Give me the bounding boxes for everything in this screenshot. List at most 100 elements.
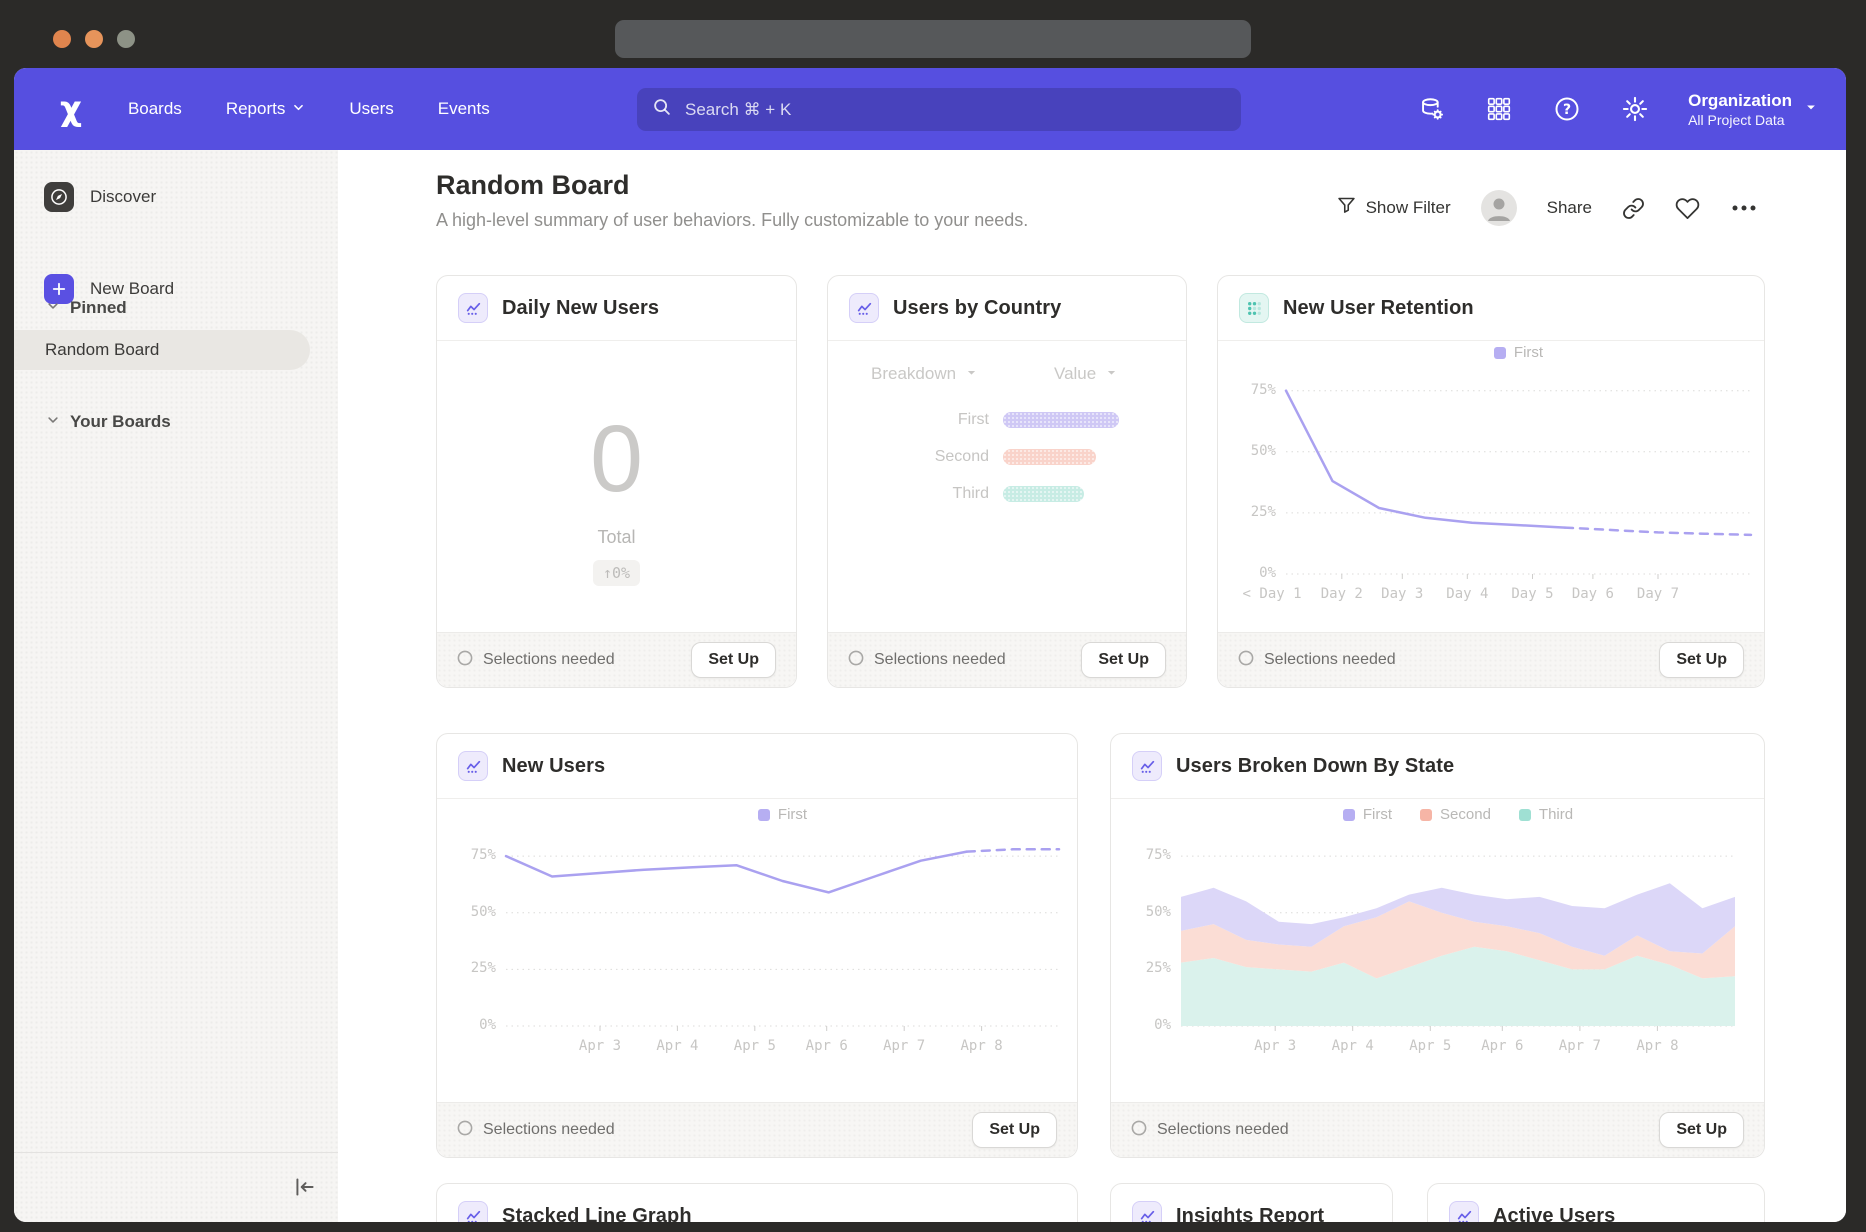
- card-insights-report: Insights Report: [1110, 1183, 1393, 1222]
- legend-swatch: [1420, 809, 1432, 821]
- svg-text:?: ?: [1563, 102, 1571, 118]
- nav-item-users[interactable]: Users: [349, 99, 393, 119]
- avatar[interactable]: [1481, 190, 1517, 226]
- nav-item-reports[interactable]: Reports: [226, 99, 306, 119]
- retention-grid-icon: [1239, 293, 1269, 323]
- nav-item-events[interactable]: Events: [438, 99, 490, 119]
- help-icon[interactable]: ?: [1552, 94, 1582, 124]
- sidebar-section-pinned[interactable]: Pinned: [46, 298, 127, 318]
- legend-swatch: [1519, 809, 1531, 821]
- country-row-bar: [1003, 412, 1119, 428]
- card-new-users: New Users First 75%50%25%0%Apr 3Apr 4Apr…: [436, 733, 1078, 1158]
- share-button[interactable]: Share: [1547, 198, 1592, 218]
- settings-gear-icon[interactable]: [1620, 94, 1650, 124]
- legend-item: First: [758, 806, 807, 823]
- search-icon: [651, 96, 673, 123]
- org-switcher[interactable]: Organization All Project Data: [1688, 90, 1818, 128]
- apps-grid-icon[interactable]: [1484, 94, 1514, 124]
- favorite-heart-icon[interactable]: [1675, 196, 1700, 221]
- card-footer: Selections needed Set Up: [437, 1102, 1077, 1157]
- y-axis-tick: 0%: [1115, 1017, 1171, 1033]
- card-title: Stacked Line Graph: [502, 1205, 692, 1223]
- value-dropdown[interactable]: Value: [1054, 364, 1118, 384]
- country-row-bar: [1003, 449, 1096, 465]
- card-daily-new-users: Daily New Users 0 Total ↑0% Selections n…: [436, 275, 797, 688]
- status-circle-icon: [457, 1120, 473, 1141]
- sidebar: Discover New Board Pinned Random Board: [14, 150, 338, 1222]
- chart-legend: First: [506, 806, 1059, 823]
- setup-button[interactable]: Set Up: [1659, 1112, 1744, 1148]
- sidebar-item-random-board[interactable]: Random Board: [14, 330, 310, 370]
- x-axis-tick: Apr 8: [936, 1038, 1028, 1054]
- mixpanel-logo-icon[interactable]: χ: [60, 92, 82, 126]
- metric-delta-badge: ↑0%: [593, 560, 640, 586]
- setup-button[interactable]: Set Up: [1081, 642, 1166, 678]
- sidebar-section-your-boards[interactable]: Your Boards: [46, 412, 171, 432]
- card-footer: Selections needed Set Up: [437, 632, 796, 687]
- insights-chart-icon: [849, 293, 879, 323]
- card-footer: Selections needed Set Up: [1111, 1102, 1764, 1157]
- data-management-icon[interactable]: [1416, 94, 1446, 124]
- chevron-down-icon: [292, 99, 305, 119]
- show-filter-button[interactable]: Show Filter: [1336, 195, 1451, 221]
- more-options-icon[interactable]: [1730, 202, 1758, 214]
- country-row: Second: [828, 449, 1186, 465]
- legend-item: First: [1343, 806, 1392, 823]
- card-title: Users Broken Down By State: [1176, 755, 1454, 778]
- top-nav: χ Boards Reports Users Events: [14, 68, 1846, 150]
- chevron-down-icon: [1804, 100, 1818, 119]
- search-input[interactable]: [683, 99, 1227, 121]
- insights-chart-icon: [458, 293, 488, 323]
- stacked-area-chart: 75%50%25%0%Apr 3Apr 4Apr 5Apr 6Apr 7Apr …: [1181, 838, 1735, 1026]
- y-axis-tick: 25%: [440, 960, 496, 976]
- sidebar-item-discover[interactable]: Discover: [44, 182, 156, 212]
- board-actions: Show Filter Share: [1336, 190, 1758, 226]
- y-axis-tick: 50%: [440, 904, 496, 920]
- nav-item-boards[interactable]: Boards: [128, 99, 182, 119]
- card-stacked-line-graph: Stacked Line Graph: [436, 1183, 1078, 1222]
- country-row-label: Second: [828, 448, 989, 466]
- y-axis-tick: 0%: [440, 1017, 496, 1033]
- legend-swatch: [758, 809, 770, 821]
- card-users-by-state: Users Broken Down By State First Second …: [1110, 733, 1765, 1158]
- insights-chart-icon: [458, 751, 488, 781]
- metric-label: Total: [597, 527, 635, 548]
- card-footer: Selections needed Set Up: [1218, 632, 1764, 687]
- breakdown-dropdown[interactable]: Breakdown: [871, 364, 978, 384]
- chevron-down-icon: [1105, 364, 1118, 384]
- collapse-sidebar-button[interactable]: [290, 1172, 320, 1202]
- legend-swatch: [1343, 809, 1355, 821]
- insights-chart-icon: [1132, 1201, 1162, 1222]
- org-project: All Project Data: [1688, 112, 1792, 128]
- setup-button[interactable]: Set Up: [691, 642, 776, 678]
- card-title: Users by Country: [893, 297, 1061, 320]
- insights-chart-icon: [1132, 751, 1162, 781]
- x-axis-tick: Apr 8: [1611, 1038, 1703, 1054]
- metric-value: 0: [590, 412, 643, 507]
- card-title: Active Users: [1493, 1205, 1615, 1223]
- global-search[interactable]: [637, 88, 1241, 131]
- browser-address-bar[interactable]: [615, 20, 1251, 58]
- copy-link-icon[interactable]: [1622, 197, 1645, 220]
- country-row-label: Third: [828, 485, 989, 503]
- content: Discover New Board Pinned Random Board: [14, 150, 1846, 1222]
- y-axis-tick: 0%: [1220, 565, 1276, 581]
- card-users-by-country: Users by Country Breakdown Value First S…: [827, 275, 1187, 688]
- status-circle-icon: [457, 650, 473, 671]
- setup-button[interactable]: Set Up: [1659, 642, 1744, 678]
- status-text: Selections needed: [483, 651, 615, 669]
- status-circle-icon: [848, 650, 864, 671]
- nav-right-group: ? Organization All Project Data: [1416, 68, 1818, 150]
- y-axis-tick: 75%: [440, 847, 496, 863]
- page-subtitle: A high-level summary of user behaviors. …: [436, 210, 1028, 231]
- compass-icon: [44, 182, 74, 212]
- setup-button[interactable]: Set Up: [972, 1112, 1057, 1148]
- new-users-line-chart: 75%50%25%0%Apr 3Apr 4Apr 5Apr 6Apr 7Apr …: [506, 838, 1059, 1026]
- sidebar-divider: [14, 1152, 338, 1153]
- y-axis-tick: 50%: [1220, 443, 1276, 459]
- window-minimize-button[interactable]: [85, 30, 103, 48]
- window-close-button[interactable]: [53, 30, 71, 48]
- app-window: χ Boards Reports Users Events: [14, 68, 1846, 1222]
- window-zoom-button[interactable]: [117, 30, 135, 48]
- country-row-bar: [1003, 486, 1084, 502]
